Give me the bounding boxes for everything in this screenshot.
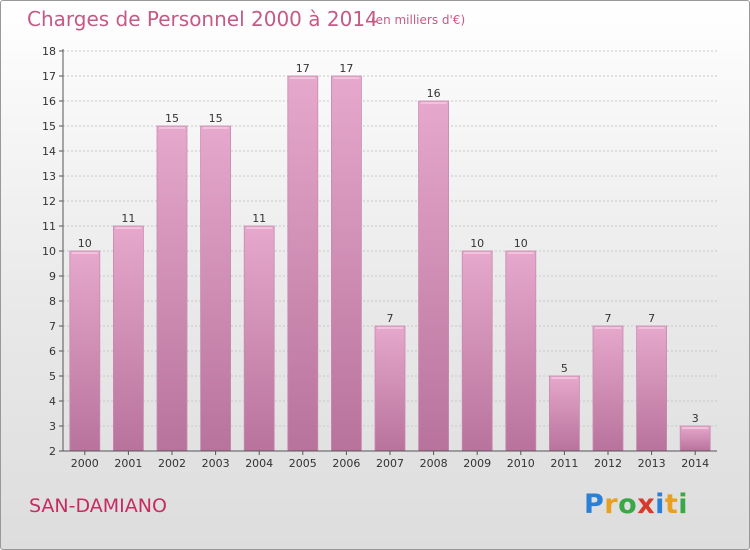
y-tick-label: 6	[49, 345, 56, 358]
proxiti-logo: Proxiti	[584, 489, 688, 520]
x-tick-label: 2012	[594, 457, 622, 470]
x-tick-label: 2008	[420, 457, 448, 470]
bar-highlight	[682, 427, 709, 429]
logo-letter: i	[678, 489, 689, 520]
value-label: 5	[561, 362, 568, 375]
commune-name: SAN-DAMIANO	[29, 495, 167, 517]
bar-highlight	[377, 327, 403, 329]
y-tick-label: 16	[42, 95, 56, 108]
bar-2007	[374, 325, 406, 452]
x-tick-label: 2004	[245, 457, 273, 470]
y-tick-label: 9	[49, 270, 56, 283]
bar-2013	[636, 325, 667, 452]
bar-highlight	[551, 377, 578, 379]
x-tick-label: 2005	[289, 457, 317, 470]
y-tick-label: 2	[49, 445, 56, 458]
x-tick-label: 2009	[463, 457, 491, 470]
y-tick-label: 5	[49, 370, 56, 383]
logo-letter: P	[584, 489, 605, 520]
x-tick-label: 2007	[376, 457, 404, 470]
x-tick-label: 2006	[332, 457, 360, 470]
x-tick-label: 2011	[550, 457, 578, 470]
y-tick-label: 7	[49, 320, 56, 333]
value-label: 10	[470, 237, 484, 250]
y-axis-ticks: 2 3 4 5 6 7 8 9 10 11 12 13 14 15 16 17 18	[42, 45, 63, 458]
bar-highlight	[595, 327, 621, 329]
bar-highlight	[115, 227, 142, 229]
value-label: 7	[605, 312, 612, 325]
bar-highlight	[638, 327, 665, 329]
value-label: 16	[427, 87, 441, 100]
bar-2001	[113, 225, 144, 452]
x-tick-label: 2003	[202, 457, 230, 470]
value-labels: 10 11 15 15 11 17 17 7 16 10 10 5 7 7 3	[78, 62, 699, 425]
y-tick-label: 12	[42, 195, 56, 208]
bar-2005	[287, 75, 319, 452]
y-tick-label: 13	[42, 170, 56, 183]
value-label: 10	[514, 237, 528, 250]
bar-2000	[69, 250, 101, 452]
bar-highlight	[159, 127, 185, 129]
y-tick-label: 10	[42, 245, 56, 258]
bar-2006	[330, 75, 362, 452]
chart-title: Charges de Personnel 2000 à 2014	[27, 7, 378, 31]
y-tick-label: 11	[42, 220, 56, 233]
y-tick-label: 17	[42, 70, 56, 83]
logo-letter: o	[618, 489, 638, 520]
bar-2003	[200, 125, 232, 452]
value-label: 17	[339, 62, 353, 75]
bar-highlight	[202, 127, 229, 129]
value-label: 15	[209, 112, 223, 125]
logo-letter: x	[637, 489, 656, 520]
value-label: 15	[165, 112, 179, 125]
bar-2014	[679, 425, 711, 452]
bar-2002	[156, 125, 188, 452]
bar-highlight	[507, 252, 534, 254]
x-tick-label: 2002	[158, 457, 186, 470]
chart-subtitle: (en milliers d'€)	[371, 13, 466, 27]
bar-2011	[549, 375, 580, 452]
bars	[69, 75, 711, 452]
bar-highlight	[289, 77, 316, 79]
value-label: 17	[296, 62, 310, 75]
y-tick-label: 3	[49, 420, 56, 433]
bar-highlight	[246, 227, 273, 229]
y-tick-label: 18	[42, 45, 56, 58]
x-tick-label: 2000	[71, 457, 99, 470]
logo-letter: r	[604, 489, 619, 520]
x-tick-label: 2014	[681, 457, 709, 470]
value-label: 11	[121, 212, 135, 225]
x-tick-label: 2010	[507, 457, 535, 470]
value-label: 10	[78, 237, 92, 250]
bar-highlight	[333, 77, 360, 79]
x-tick-label: 2001	[114, 457, 142, 470]
bar-2004	[243, 225, 275, 452]
y-tick-label: 15	[42, 120, 56, 133]
bar-highlight	[71, 252, 98, 254]
logo-letter: i	[655, 489, 665, 520]
value-label: 7	[387, 312, 394, 325]
value-label: 3	[692, 412, 699, 425]
bar-highlight	[464, 252, 491, 254]
bar-2009	[461, 250, 493, 452]
bar-2012	[592, 325, 624, 452]
x-tick-label: 2013	[638, 457, 666, 470]
bar-2008	[418, 100, 450, 452]
value-label: 11	[252, 212, 266, 225]
y-tick-label: 4	[49, 395, 56, 408]
bar-2010	[505, 250, 537, 452]
value-label: 7	[648, 312, 655, 325]
y-tick-label: 14	[42, 145, 56, 158]
y-tick-label: 8	[49, 295, 56, 308]
logo-letter: t	[664, 489, 679, 520]
bar-highlight	[420, 102, 447, 104]
x-axis-ticks: 2000 2001 2002 2003 2004 2005 2006 2007 2008 2009…	[71, 451, 709, 470]
